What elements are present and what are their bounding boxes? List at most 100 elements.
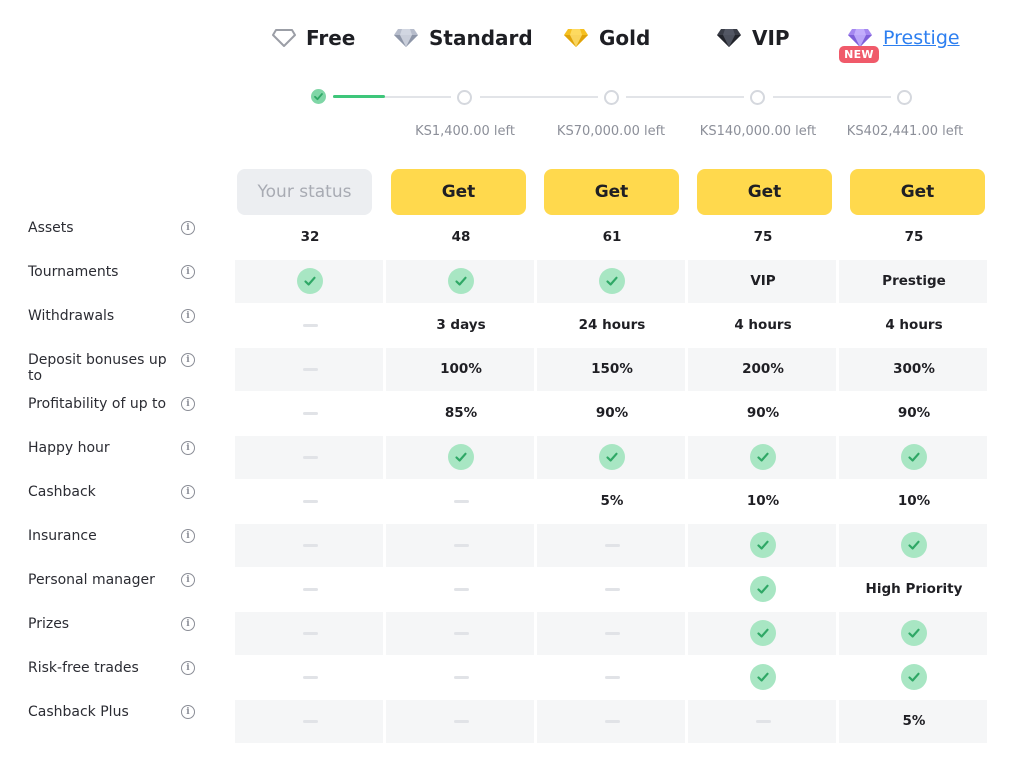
unavailable-cell <box>235 655 385 699</box>
progress-track <box>626 96 744 98</box>
dash-icon <box>303 676 318 679</box>
info-icon[interactable]: i <box>181 441 195 455</box>
info-icon[interactable]: i <box>181 705 195 719</box>
unavailable-cell <box>235 567 385 611</box>
info-icon[interactable]: i <box>181 265 195 279</box>
unavailable-cell <box>235 611 385 655</box>
included-cell <box>386 259 536 303</box>
check-icon <box>599 444 625 470</box>
check-icon <box>448 268 474 294</box>
value-cell: 3 days <box>386 303 536 347</box>
value-cell: 61 <box>537 215 687 259</box>
value-cell: 48 <box>386 215 536 259</box>
feature-label: Cashback <box>28 484 178 500</box>
feature-label: Insurance <box>28 528 178 544</box>
cell-value: 61 <box>603 229 622 245</box>
purple-diamond-icon <box>847 28 873 48</box>
cell-value: VIP <box>750 273 775 289</box>
your-status-button: Your status <box>237 169 372 215</box>
prestige-link[interactable]: Prestige <box>883 27 960 49</box>
value-cell: 75 <box>688 215 838 259</box>
check-icon <box>750 444 776 470</box>
value-cell: 200% <box>688 347 838 391</box>
dash-icon <box>303 632 318 635</box>
progress-node <box>897 90 912 105</box>
cell-value: 90% <box>596 405 628 421</box>
value-cell: 24 hours <box>537 303 687 347</box>
info-icon[interactable]: i <box>181 221 195 235</box>
feature-label: Assets <box>28 220 178 236</box>
cell-value: 10% <box>898 493 930 509</box>
dash-icon <box>303 368 318 371</box>
check-icon <box>311 89 326 104</box>
progress-fill <box>333 95 385 98</box>
feature-label: Personal manager <box>28 572 178 588</box>
cell-value: 32 <box>301 229 320 245</box>
check-icon <box>901 620 927 646</box>
info-icon[interactable]: i <box>181 661 195 675</box>
feature-label: Tournaments <box>28 264 178 280</box>
check-icon <box>750 620 776 646</box>
silver-diamond-icon <box>393 28 419 48</box>
unavailable-cell <box>235 479 385 523</box>
tier-name-free: Free <box>306 26 355 50</box>
included-cell <box>386 435 536 479</box>
value-cell: 150% <box>537 347 687 391</box>
included-cell <box>235 259 385 303</box>
feature-label: Happy hour <box>28 440 178 456</box>
check-icon <box>901 444 927 470</box>
check-icon <box>448 444 474 470</box>
check-icon <box>297 268 323 294</box>
unavailable-cell <box>537 567 687 611</box>
get-prestige-button[interactable]: Get <box>850 169 985 215</box>
dash-icon <box>303 588 318 591</box>
progress-track <box>480 96 598 98</box>
value-cell: 5% <box>537 479 687 523</box>
get-gold-button[interactable]: Get <box>544 169 679 215</box>
included-cell <box>688 523 838 567</box>
included-cell <box>839 655 989 699</box>
new-badge: NEW <box>839 46 879 63</box>
tier-standard: Standard <box>393 22 533 54</box>
cell-value: 10% <box>747 493 779 509</box>
included-cell <box>537 435 687 479</box>
check-icon <box>901 532 927 558</box>
check-icon <box>901 664 927 690</box>
dash-icon <box>303 500 318 503</box>
unavailable-cell <box>386 523 536 567</box>
unavailable-cell <box>235 523 385 567</box>
dash-icon <box>454 632 469 635</box>
get-vip-button[interactable]: Get <box>697 169 832 215</box>
amount-left-gold: KS70,000.00 left <box>541 124 681 139</box>
cell-value: 5% <box>903 713 926 729</box>
dash-icon <box>605 632 620 635</box>
info-icon[interactable]: i <box>181 573 195 587</box>
feature-label: Risk-free trades <box>28 660 178 676</box>
info-icon[interactable]: i <box>181 397 195 411</box>
dash-icon <box>756 720 771 723</box>
dash-icon <box>454 500 469 503</box>
info-icon[interactable]: i <box>181 617 195 631</box>
value-cell: 90% <box>688 391 838 435</box>
info-icon[interactable]: i <box>181 309 195 323</box>
dash-icon <box>303 324 318 327</box>
dash-icon <box>303 720 318 723</box>
info-icon[interactable]: i <box>181 353 195 367</box>
value-cell: 10% <box>839 479 989 523</box>
progress-node-current <box>311 89 326 104</box>
cell-value: 48 <box>452 229 471 245</box>
unavailable-cell <box>537 699 687 743</box>
included-cell <box>688 567 838 611</box>
dash-icon <box>454 720 469 723</box>
unavailable-cell <box>688 699 838 743</box>
dash-icon <box>605 676 620 679</box>
included-cell <box>688 611 838 655</box>
cell-value: 90% <box>747 405 779 421</box>
cell-value: 5% <box>601 493 624 509</box>
info-icon[interactable]: i <box>181 529 195 543</box>
cell-value: 85% <box>445 405 477 421</box>
info-icon[interactable]: i <box>181 485 195 499</box>
check-icon <box>750 576 776 602</box>
unavailable-cell <box>537 655 687 699</box>
get-standard-button[interactable]: Get <box>391 169 526 215</box>
